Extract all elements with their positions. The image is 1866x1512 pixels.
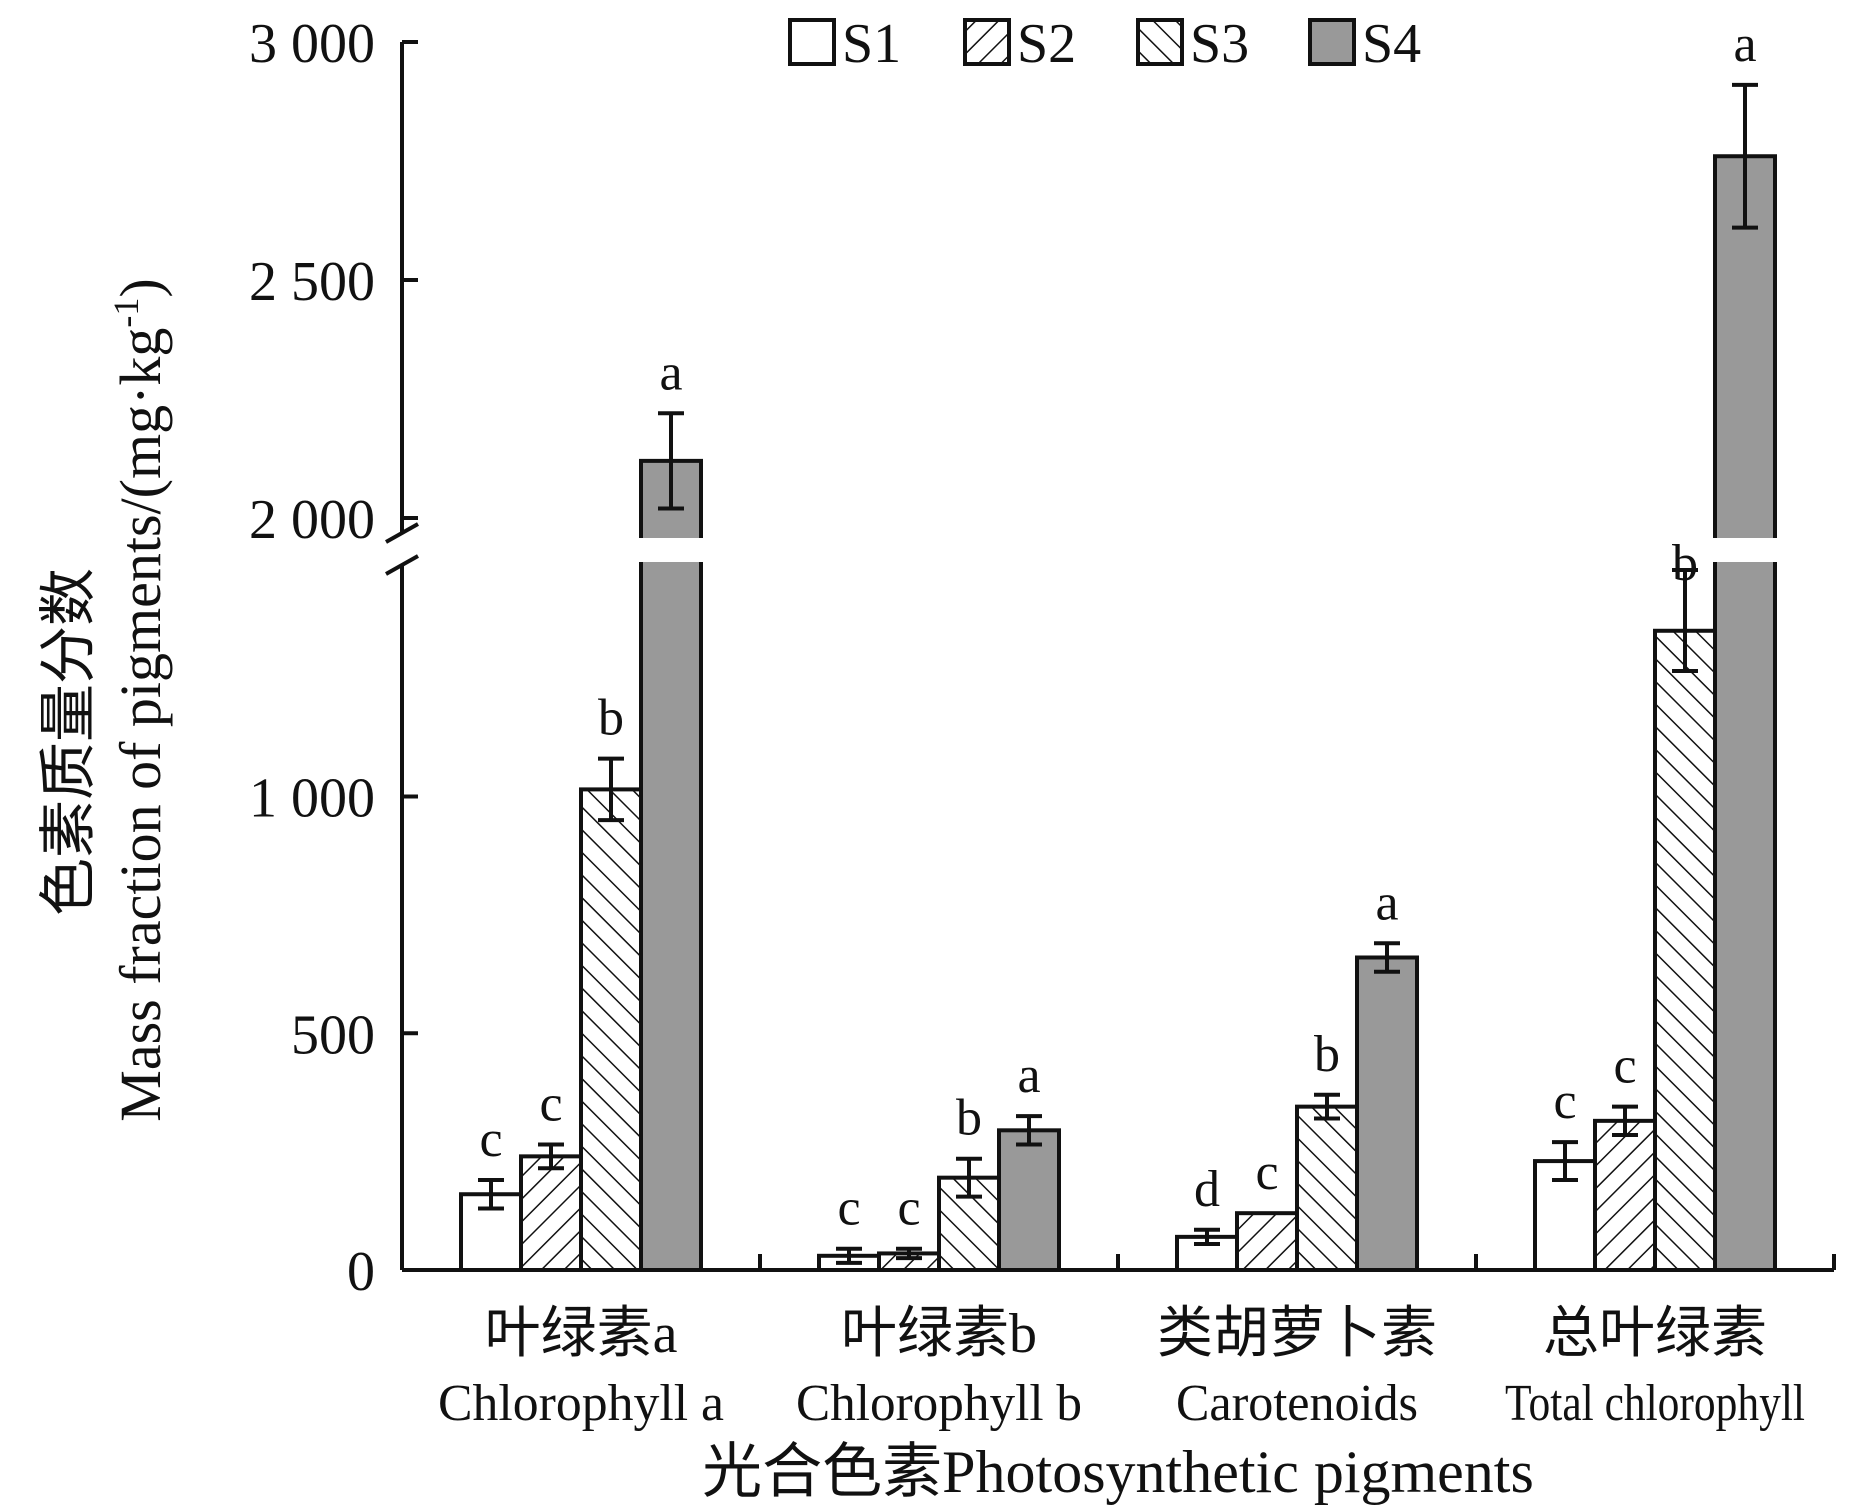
category-label-en: Chlorophyll a xyxy=(438,1375,724,1432)
category-label-en: Carotenoids xyxy=(1176,1375,1418,1432)
legend-label-s3: S3 xyxy=(1190,13,1249,75)
axis-break-mark xyxy=(385,554,419,576)
significance-letter: c xyxy=(1613,1038,1636,1095)
significance-letter: c xyxy=(539,1076,562,1133)
significance-letter: b xyxy=(956,1090,982,1147)
category-label-en: Chlorophyll b xyxy=(796,1375,1082,1432)
bar-break-gap xyxy=(1711,538,1779,562)
bar-s3 xyxy=(1295,1104,1359,1272)
significance-letter: a xyxy=(1017,1047,1040,1104)
bar-s4 xyxy=(1713,154,1777,1273)
axes: 0 500 1 000 2 000 2 500 3 000 xyxy=(249,13,1836,1303)
y-tick-label: 0 xyxy=(347,1241,375,1303)
y-tick-label: 2 500 xyxy=(249,251,375,313)
legend-label-s4: S4 xyxy=(1362,13,1421,75)
x-axis-title: 光合色素Photosynthetic pigments xyxy=(702,1439,1534,1505)
legend-swatch-s2 xyxy=(963,18,1011,66)
significance-letter: a xyxy=(659,344,682,401)
significance-letter: b xyxy=(598,690,624,747)
significance-letter: c xyxy=(1553,1073,1576,1130)
legend-swatch-s3 xyxy=(1136,18,1184,66)
category-label-cn: 叶绿素b xyxy=(841,1303,1037,1365)
bar-s4 xyxy=(639,458,703,1272)
bar-s4 xyxy=(997,1128,1061,1272)
legend-swatch-s4 xyxy=(1308,18,1356,66)
significance-letter: a xyxy=(1733,16,1756,73)
category-label-cn: 叶绿素a xyxy=(485,1303,678,1365)
significance-letter: c xyxy=(479,1111,502,1168)
category-label-cn: 类胡萝卜素 xyxy=(1157,1303,1437,1365)
bar-s3 xyxy=(1653,628,1717,1272)
axis-labels: 光合色素Photosynthetic pigments Mass fraction… xyxy=(36,278,1534,1505)
significance-letter: b xyxy=(1314,1026,1340,1083)
y-axis-title-en: Mass fraction of pigments/(mg·kg-1) xyxy=(106,278,173,1121)
legend: S1 S2 S3 S4 xyxy=(788,13,1421,75)
significance-letter: a xyxy=(1375,874,1398,931)
bar-s2 xyxy=(1235,1211,1299,1273)
axis-break-mark xyxy=(385,522,419,544)
significance-letter: b xyxy=(1672,535,1698,592)
significance-letter: d xyxy=(1194,1161,1220,1218)
bar-s3 xyxy=(579,787,643,1273)
bar-s2 xyxy=(519,1154,583,1272)
bar-break-gap xyxy=(637,538,705,562)
bar-s2 xyxy=(1593,1118,1657,1273)
category-label-cn: 总叶绿素 xyxy=(1543,1303,1767,1365)
legend-label-s2: S2 xyxy=(1017,13,1076,75)
significance-letter: c xyxy=(837,1180,860,1237)
y-tick-label: 500 xyxy=(291,1004,375,1066)
significance-letter: c xyxy=(1255,1144,1278,1201)
legend-swatch-s1 xyxy=(788,18,836,66)
y-tick-label: 2 000 xyxy=(249,489,375,551)
category-label-en: Total chlorophyll xyxy=(1505,1375,1805,1432)
bar-s4 xyxy=(1355,955,1419,1272)
y-tick-label: 3 000 xyxy=(249,13,375,75)
significance-letter: c xyxy=(897,1180,920,1237)
y-axis-title-cn: 色素质量分数 xyxy=(36,568,101,916)
legend-label-s1: S1 xyxy=(842,13,901,75)
y-tick-label: 1 000 xyxy=(249,768,375,830)
